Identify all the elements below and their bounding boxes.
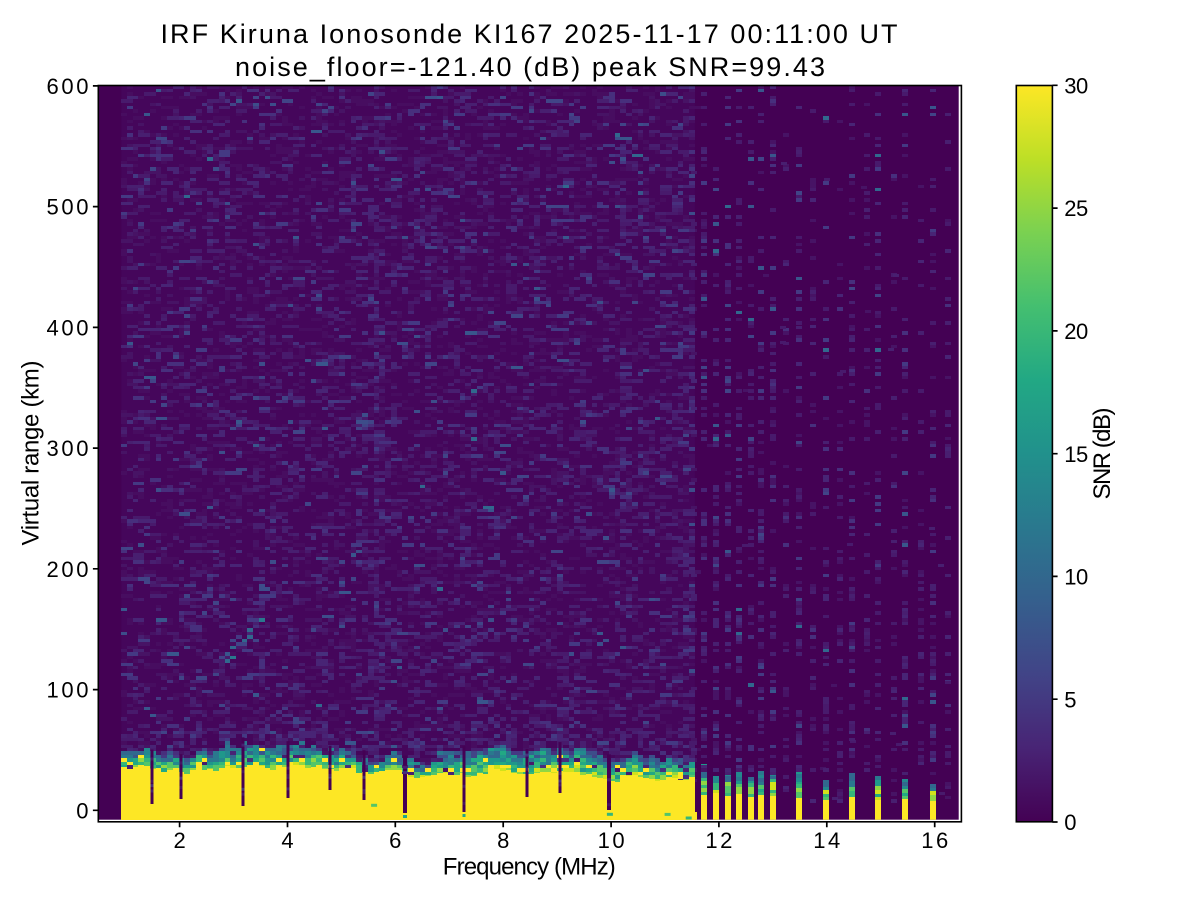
svg-text:400: 400 — [47, 316, 89, 341]
svg-text:0: 0 — [1064, 810, 1076, 835]
svg-text:300: 300 — [47, 436, 89, 461]
svg-text:600: 600 — [47, 74, 89, 99]
svg-text:20: 20 — [1064, 319, 1088, 344]
svg-text:SNR (dB): SNR (dB) — [1089, 408, 1116, 500]
svg-text:8: 8 — [497, 828, 509, 853]
svg-text:10: 10 — [1064, 565, 1088, 590]
svg-text:5: 5 — [1064, 687, 1076, 712]
svg-text:noise_floor=-121.40 (dB) peak: noise_floor=-121.40 (dB) peak SNR=99.43 — [235, 52, 825, 82]
svg-text:Frequency (MHz): Frequency (MHz) — [443, 854, 616, 881]
svg-text:6: 6 — [389, 828, 401, 853]
svg-text:25: 25 — [1064, 196, 1088, 221]
svg-text:Virtual range (km): Virtual range (km) — [18, 361, 45, 546]
svg-text:2: 2 — [173, 828, 185, 853]
svg-text:15: 15 — [1064, 442, 1088, 467]
svg-text:0: 0 — [76, 798, 88, 823]
svg-text:4: 4 — [281, 828, 293, 853]
svg-text:500: 500 — [47, 195, 89, 220]
svg-text:IRF Kiruna Ionosonde KI167 202: IRF Kiruna Ionosonde KI167 2025-11-17 00… — [161, 19, 898, 49]
svg-text:100: 100 — [47, 678, 89, 703]
svg-text:200: 200 — [47, 557, 89, 582]
svg-text:30: 30 — [1064, 73, 1088, 98]
